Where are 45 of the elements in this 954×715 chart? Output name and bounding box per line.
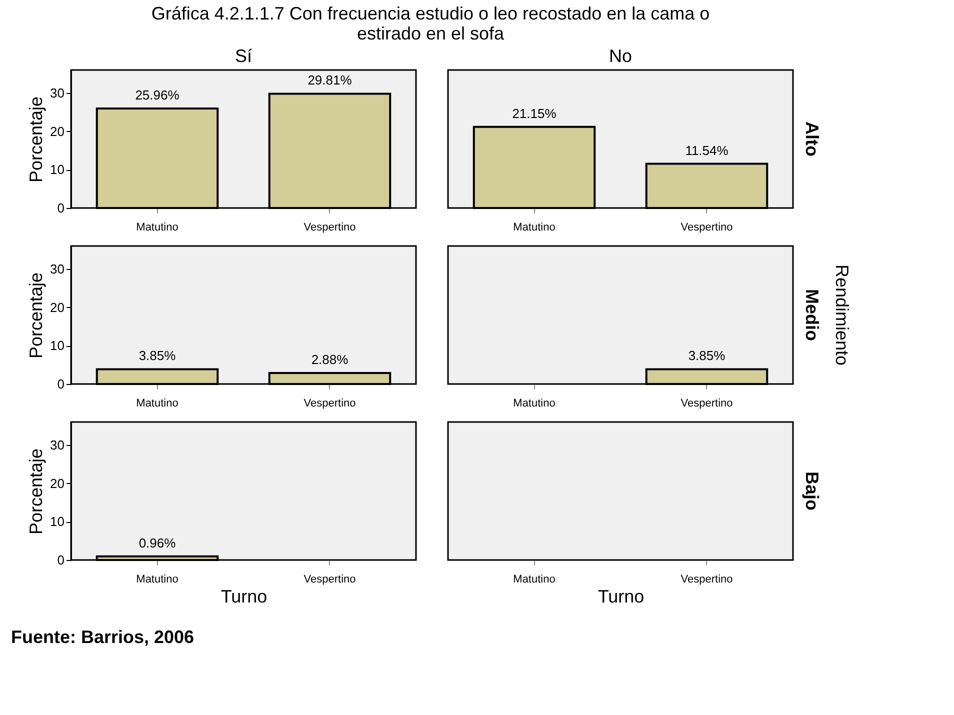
x-tick-label: Vespertino [680,398,733,410]
x-tick-label: Matutino [513,222,556,234]
y-tick-label: 30 [50,438,64,452]
y-tick-label: 10 [50,338,64,354]
data-label: 29.81% [308,72,352,88]
y-tick-label: 20 [50,476,64,491]
y2-axis-title: Alto [802,122,822,156]
y-tick-label: 0 [57,552,64,568]
data-label: 3.85% [138,348,176,364]
data-label: 3.85% [688,348,726,364]
data-label: 11.54% [685,142,729,158]
x-tick-label: Vespertino [304,398,356,410]
y-tick-label: 0 [57,200,64,216]
x-axis-title: Turno [220,586,268,606]
data-label: 25.96% [135,87,180,102]
x-tick-label: Matutino [136,222,178,234]
x-tick-label: Matutino [513,398,556,410]
y-tick-label: 10 [50,162,64,178]
chart-title: Gráfica 4.2.1.1.7 Con frecuencia estudio o leo recostado en la cama o estirado en el sofa [151,3,710,44]
y2-axis-title: Medio [802,289,822,341]
source-note: Fuente: Barrios, 2006 [11,627,194,647]
x-tick-label: Vespertino [680,222,733,234]
y-axis-title: Porcentaje [26,448,46,535]
x-tick-label: Vespertino [304,222,356,234]
data-label: 21.15% [512,106,557,121]
chart-subtitle: Sí [234,46,252,66]
x-tick-label: Matutino [136,398,178,410]
y-tick-label: 0 [57,376,64,392]
text: Rendimiento [832,264,852,366]
x-axis-title: Turno [598,586,644,606]
y-tick-label: 20 [50,124,64,139]
y-tick-label: 20 [50,300,64,315]
x-tick-label: Vespertino [304,574,356,586]
y-tick-label: 10 [50,514,64,530]
y-axis-title: Porcentaje [26,272,46,359]
data-label: 2.88% [311,352,349,367]
y-axis-title: Porcentaje [26,96,46,183]
y2-axis-title: Bajo [802,471,822,511]
chart-subtitle: No [608,46,632,66]
data-label: 0.96% [138,535,176,550]
x-tick-label: Matutino [513,574,556,586]
y-tick-label: 30 [50,262,64,276]
x-tick-label: Matutino [136,574,178,586]
y-tick-label: 30 [50,86,64,100]
x-tick-label: Vespertino [680,574,733,586]
